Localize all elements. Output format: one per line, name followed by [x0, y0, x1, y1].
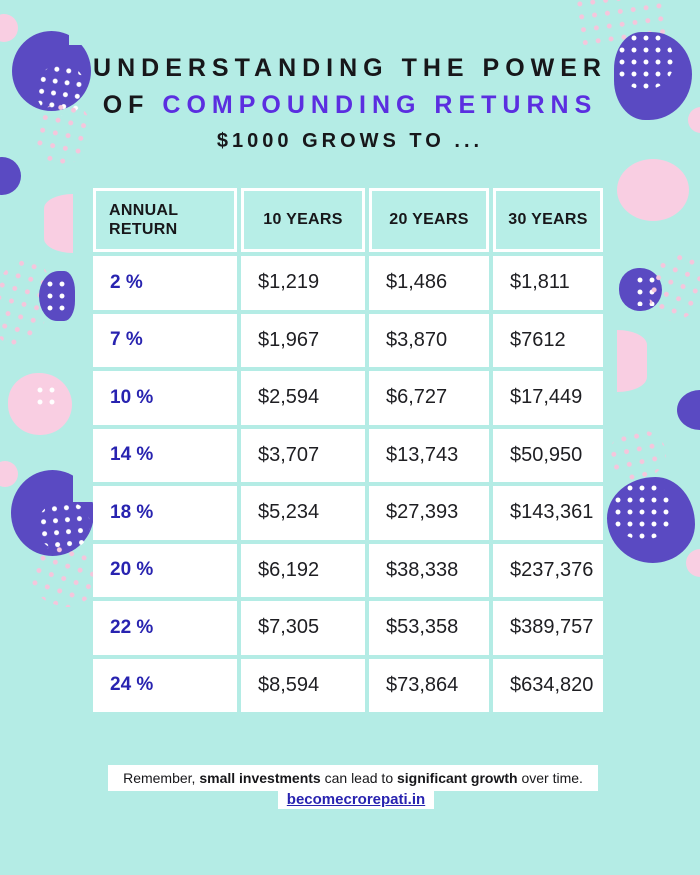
pink-half-circle-left-icon — [44, 194, 73, 253]
white-dots-top-right-icon — [616, 32, 674, 90]
value-cell-10y: $6,192 — [241, 543, 365, 597]
value-cell-20y: $73,864 — [369, 658, 489, 712]
value-cell-10y: $7,305 — [241, 601, 365, 655]
pink-half-circle-right-icon — [617, 330, 647, 392]
pink-ellipse-right-icon — [617, 159, 689, 221]
subtitle: $1000 GROWS TO ... — [216, 130, 484, 152]
value-cell-10y: $1,967 — [241, 313, 365, 367]
value-cell-30y: $143,361 — [493, 486, 603, 540]
value-cell-20y: $53,358 — [369, 601, 489, 655]
table-row: 7 % $1,967 $3,870 $7612 — [93, 313, 603, 367]
white-dots-bottom-right-icon — [612, 482, 674, 540]
table-row: 22 % $7,305 $53,358 $389,757 — [93, 601, 603, 655]
table-row: 14 % $3,707 $13,743 $50,950 — [93, 428, 603, 482]
value-cell-10y: $2,594 — [241, 371, 365, 425]
value-cell-10y: $1,219 — [241, 256, 365, 310]
header-annual-return: ANNUAL RETURN — [93, 188, 237, 252]
value-cell-30y: $7612 — [493, 313, 603, 367]
pink-dots-right-icon — [639, 244, 700, 330]
title-line-1: UNDERSTANDING THE POWER — [93, 54, 607, 82]
value-cell-30y: $17,449 — [493, 371, 603, 425]
website-link[interactable]: becomecrorepati.in — [286, 791, 426, 808]
footer-note: Remember, small investments can lead to … — [108, 765, 598, 791]
title-block: UNDERSTANDING THE POWER OF COMPOUNDING R… — [0, 50, 700, 153]
footer-text-2: can lead to — [320, 770, 397, 786]
title-line-2-prefix: OF — [102, 91, 150, 119]
header-20-years: 20 YEARS — [369, 188, 489, 252]
table-row: 2 % $1,219 $1,486 $1,811 — [93, 256, 603, 310]
value-cell-30y: $50,950 — [493, 428, 603, 482]
value-cell-20y: $6,727 — [369, 371, 489, 425]
pink-circle-bottom-right-icon — [686, 549, 700, 577]
white-dots-on-pink-icon — [34, 384, 60, 406]
value-cell-30y: $389,757 — [493, 601, 603, 655]
value-cell-10y: $8,594 — [241, 658, 365, 712]
value-cell-20y: $3,870 — [369, 313, 489, 367]
value-cell-30y: $1,811 — [493, 256, 603, 310]
rate-cell: 2 % — [93, 256, 237, 310]
title-line-2-highlight: COMPOUNDING RETURNS — [162, 91, 598, 119]
footer-text-1: Remember, — [123, 770, 200, 786]
footer-bold-2: significant growth — [397, 770, 518, 786]
value-cell-20y: $27,393 — [369, 486, 489, 540]
rate-cell: 24 % — [93, 658, 237, 712]
footer-link-box: becomecrorepati.in — [278, 791, 434, 809]
pink-circle-right-edge-icon — [688, 107, 700, 133]
rate-cell: 14 % — [93, 428, 237, 482]
table-row: 24 % $8,594 $73,864 $634,820 — [93, 658, 603, 712]
value-cell-30y: $634,820 — [493, 658, 603, 712]
header-10-years: 10 YEARS — [241, 188, 365, 252]
white-dots-left-icon — [44, 278, 70, 314]
value-cell-20y: $13,743 — [369, 428, 489, 482]
pink-dots-bottom-right-icon — [603, 424, 671, 486]
purple-blob-right-edge-icon — [677, 390, 700, 430]
table-row: 10 % $2,594 $6,727 $17,449 — [93, 371, 603, 425]
header-30-years: 30 YEARS — [493, 188, 603, 252]
title-line-2: OF COMPOUNDING RETURNS — [0, 87, 700, 124]
compounding-returns-table: ANNUAL RETURN 10 YEARS 20 YEARS 30 YEARS… — [93, 188, 603, 712]
value-cell-10y: $3,707 — [241, 428, 365, 482]
value-cell-20y: $1,486 — [369, 256, 489, 310]
table-header-row: ANNUAL RETURN 10 YEARS 20 YEARS 30 YEARS — [93, 188, 603, 252]
table-row: 20 % $6,192 $38,338 $237,376 — [93, 543, 603, 597]
footer-bold-1: small investments — [199, 770, 321, 786]
pink-circle-left-edge-icon — [0, 461, 18, 487]
footer-text-3: over time. — [517, 770, 583, 786]
value-cell-30y: $237,376 — [493, 543, 603, 597]
table-row: 18 % $5,234 $27,393 $143,361 — [93, 486, 603, 540]
value-cell-10y: $5,234 — [241, 486, 365, 540]
blob-notch-top-left — [69, 26, 97, 45]
rate-cell: 20 % — [93, 543, 237, 597]
pink-circle-top-left-icon — [0, 14, 18, 42]
rate-cell: 7 % — [93, 313, 237, 367]
value-cell-20y: $38,338 — [369, 543, 489, 597]
rate-cell: 10 % — [93, 371, 237, 425]
rate-cell: 22 % — [93, 601, 237, 655]
purple-blob-left-edge-icon — [0, 157, 21, 195]
rate-cell: 18 % — [93, 486, 237, 540]
